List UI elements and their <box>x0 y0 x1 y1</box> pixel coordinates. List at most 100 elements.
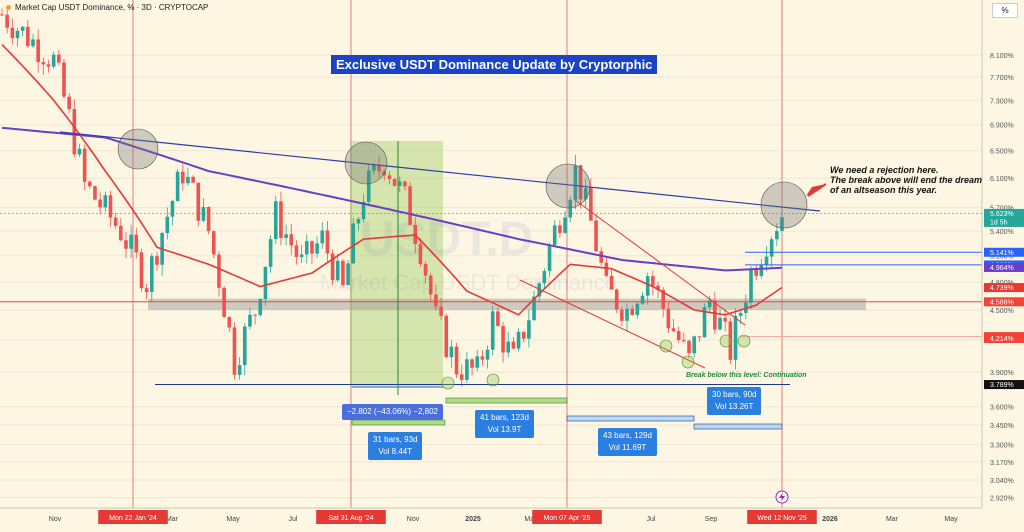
candle-down <box>279 201 283 238</box>
pivot-circle <box>760 181 808 229</box>
candle-up <box>465 359 469 380</box>
measure-label-3[interactable]: 43 bars, 129d Vol 11.69T <box>598 428 657 456</box>
price-tick-label: 7.700% <box>990 75 1014 82</box>
candle-up <box>733 315 738 360</box>
drawings <box>0 128 982 504</box>
candle-up <box>552 225 557 245</box>
date-marker-badge <box>532 510 602 524</box>
candle-down <box>614 289 619 310</box>
price-tick-label: 3.900% <box>990 370 1014 377</box>
candle-up <box>77 148 82 155</box>
chart-title: Market Cap USDT Dominance, % · 3D · CRYP… <box>15 3 209 12</box>
range-bar-1 <box>351 419 446 426</box>
low-circle <box>659 339 673 353</box>
candle-up <box>186 176 190 184</box>
price-tick-label: 3.040% <box>990 478 1014 485</box>
candle-down <box>0 14 4 16</box>
headline-banner: Exclusive USDT Dominance Update by Crypt… <box>331 55 658 74</box>
candles <box>0 8 784 387</box>
price-badge <box>984 297 1024 307</box>
time-tick-label: Mar <box>886 516 899 523</box>
candle-up <box>263 266 268 299</box>
candle-down <box>418 244 423 264</box>
candle-up <box>568 199 573 218</box>
candle-down <box>330 253 335 281</box>
candle-up <box>490 311 495 350</box>
candle-down <box>589 188 593 221</box>
price-badge-label: 4.586% <box>990 299 1014 306</box>
candle-up <box>237 365 242 375</box>
candle-up <box>284 234 288 238</box>
candle-up <box>351 223 356 264</box>
measure-label-drop[interactable]: −2.802 (−43.06%) −2,802 <box>342 404 443 420</box>
candle-down <box>651 276 655 286</box>
candle-up <box>645 276 650 296</box>
symbol-dot-icon <box>6 5 11 10</box>
candle-down <box>57 54 61 63</box>
candle-up <box>573 165 578 200</box>
date-marker-badge <box>747 510 817 524</box>
measure-label-2[interactable]: 41 bars, 123d Vol 13.9T <box>475 410 534 438</box>
candle-up <box>780 217 784 232</box>
range-bar-4 <box>693 423 783 430</box>
candle-down <box>521 331 526 339</box>
candle-down <box>93 186 97 200</box>
time-tick-label: Sep <box>705 516 718 523</box>
price-tick-label: 7.300% <box>990 98 1014 105</box>
candle-up <box>15 30 20 39</box>
price-badge <box>984 380 1024 390</box>
candle-up <box>738 312 743 316</box>
price-badge-label: 3.789% <box>990 382 1014 389</box>
candle-up <box>201 206 206 221</box>
candle-down <box>134 234 139 253</box>
price-badge-label: 4.964% <box>990 265 1014 272</box>
candle-up <box>537 283 542 297</box>
pivot-circle <box>344 141 388 185</box>
price-badge-label: 4.739% <box>990 285 1014 292</box>
pivot-circle <box>117 128 159 170</box>
candle-up <box>635 303 640 315</box>
candle-up <box>315 243 319 254</box>
drop-highlight-zone <box>350 141 443 388</box>
price-tick-label: 5.100% <box>990 254 1014 261</box>
candle-up <box>764 256 769 265</box>
candle-down <box>46 64 51 67</box>
candle-down <box>124 240 128 249</box>
measure-label-4[interactable]: 30 bars, 90d Vol 13.26T <box>707 387 762 415</box>
note-line-2: The break above will end the dream <box>830 175 983 185</box>
candle-up <box>692 336 696 354</box>
candle-down <box>41 62 46 65</box>
measure-label-1[interactable]: 31 bars, 93d Vol 8.44T <box>368 432 423 460</box>
measure-line: Vol 11.69T <box>608 443 647 452</box>
price-badge <box>984 247 1024 257</box>
candle-down <box>227 317 232 328</box>
candle-up <box>769 239 774 257</box>
price-badge <box>984 262 1024 272</box>
title-bar[interactable]: Market Cap USDT Dominance, % · 3D · CRYP… <box>6 3 208 12</box>
pointer-arrow-line <box>807 183 827 197</box>
candle-up <box>475 356 480 368</box>
watermark-name: Market Cap USDT Dominance <box>320 270 617 295</box>
price-tick-label: 6.900% <box>990 123 1014 130</box>
watermark-symbol: USDT.D <box>360 213 533 266</box>
candle-up <box>242 326 247 366</box>
percent-scale-button[interactable]: % <box>992 3 1018 18</box>
channel-lower-line <box>519 279 706 369</box>
candle-down <box>36 39 40 63</box>
candle-down <box>676 331 681 341</box>
time-tick-label: Nov <box>407 516 420 523</box>
candle-up <box>170 201 175 217</box>
time-tick-label: Jul <box>289 516 298 523</box>
candle-up <box>527 320 531 339</box>
candle-down <box>392 178 397 186</box>
descending-trendline <box>59 131 821 212</box>
candle-down <box>253 314 257 316</box>
candle-down <box>72 109 77 155</box>
candle-down <box>62 62 66 97</box>
candle-up <box>640 295 645 304</box>
candle-down <box>470 359 474 368</box>
candle-up <box>542 271 547 284</box>
candle-up <box>516 331 521 349</box>
